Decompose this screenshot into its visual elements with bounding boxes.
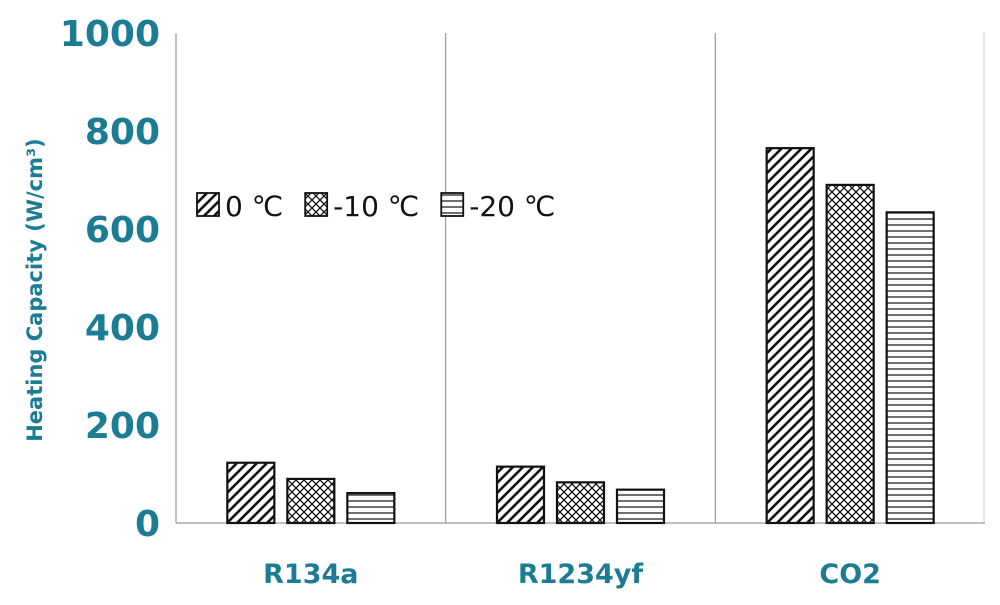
bar-r1234yf-series-0: [495, 465, 546, 525]
legend-label: -10 ℃: [333, 190, 419, 223]
legend-label: 0 ℃: [225, 190, 283, 223]
bar-r1234yf-series-1: [555, 481, 606, 525]
x-tick-label: R1234yf: [518, 559, 644, 590]
y-tick-label: 800: [85, 112, 160, 153]
bar-r134a-series-0: [226, 461, 276, 525]
bar-r1234yf-series-2: [615, 488, 666, 525]
y-tick-label: 200: [85, 406, 160, 447]
bar-co2-series-2: [885, 211, 935, 525]
y-tick-label: 600: [85, 210, 160, 251]
y-tick-label: 1000: [60, 14, 160, 55]
legend-swatch: [196, 192, 220, 217]
y-tick-label: 0: [135, 504, 160, 545]
x-tick-label: CO2: [819, 559, 881, 590]
bar-co2-series-1: [825, 183, 875, 525]
bar-co2-series-0: [765, 147, 815, 525]
y-axis-title: Heating Capacity (W/cm³): [23, 138, 47, 442]
x-tick-label: R134a: [263, 559, 358, 590]
bar-r134a-series-1: [286, 477, 336, 525]
bar-r134a-series-2: [346, 492, 396, 525]
y-tick-label: 400: [85, 308, 160, 349]
legend-swatch: [304, 192, 329, 217]
legend-swatch: [440, 192, 465, 217]
legend-label: -20 ℃: [469, 190, 555, 223]
